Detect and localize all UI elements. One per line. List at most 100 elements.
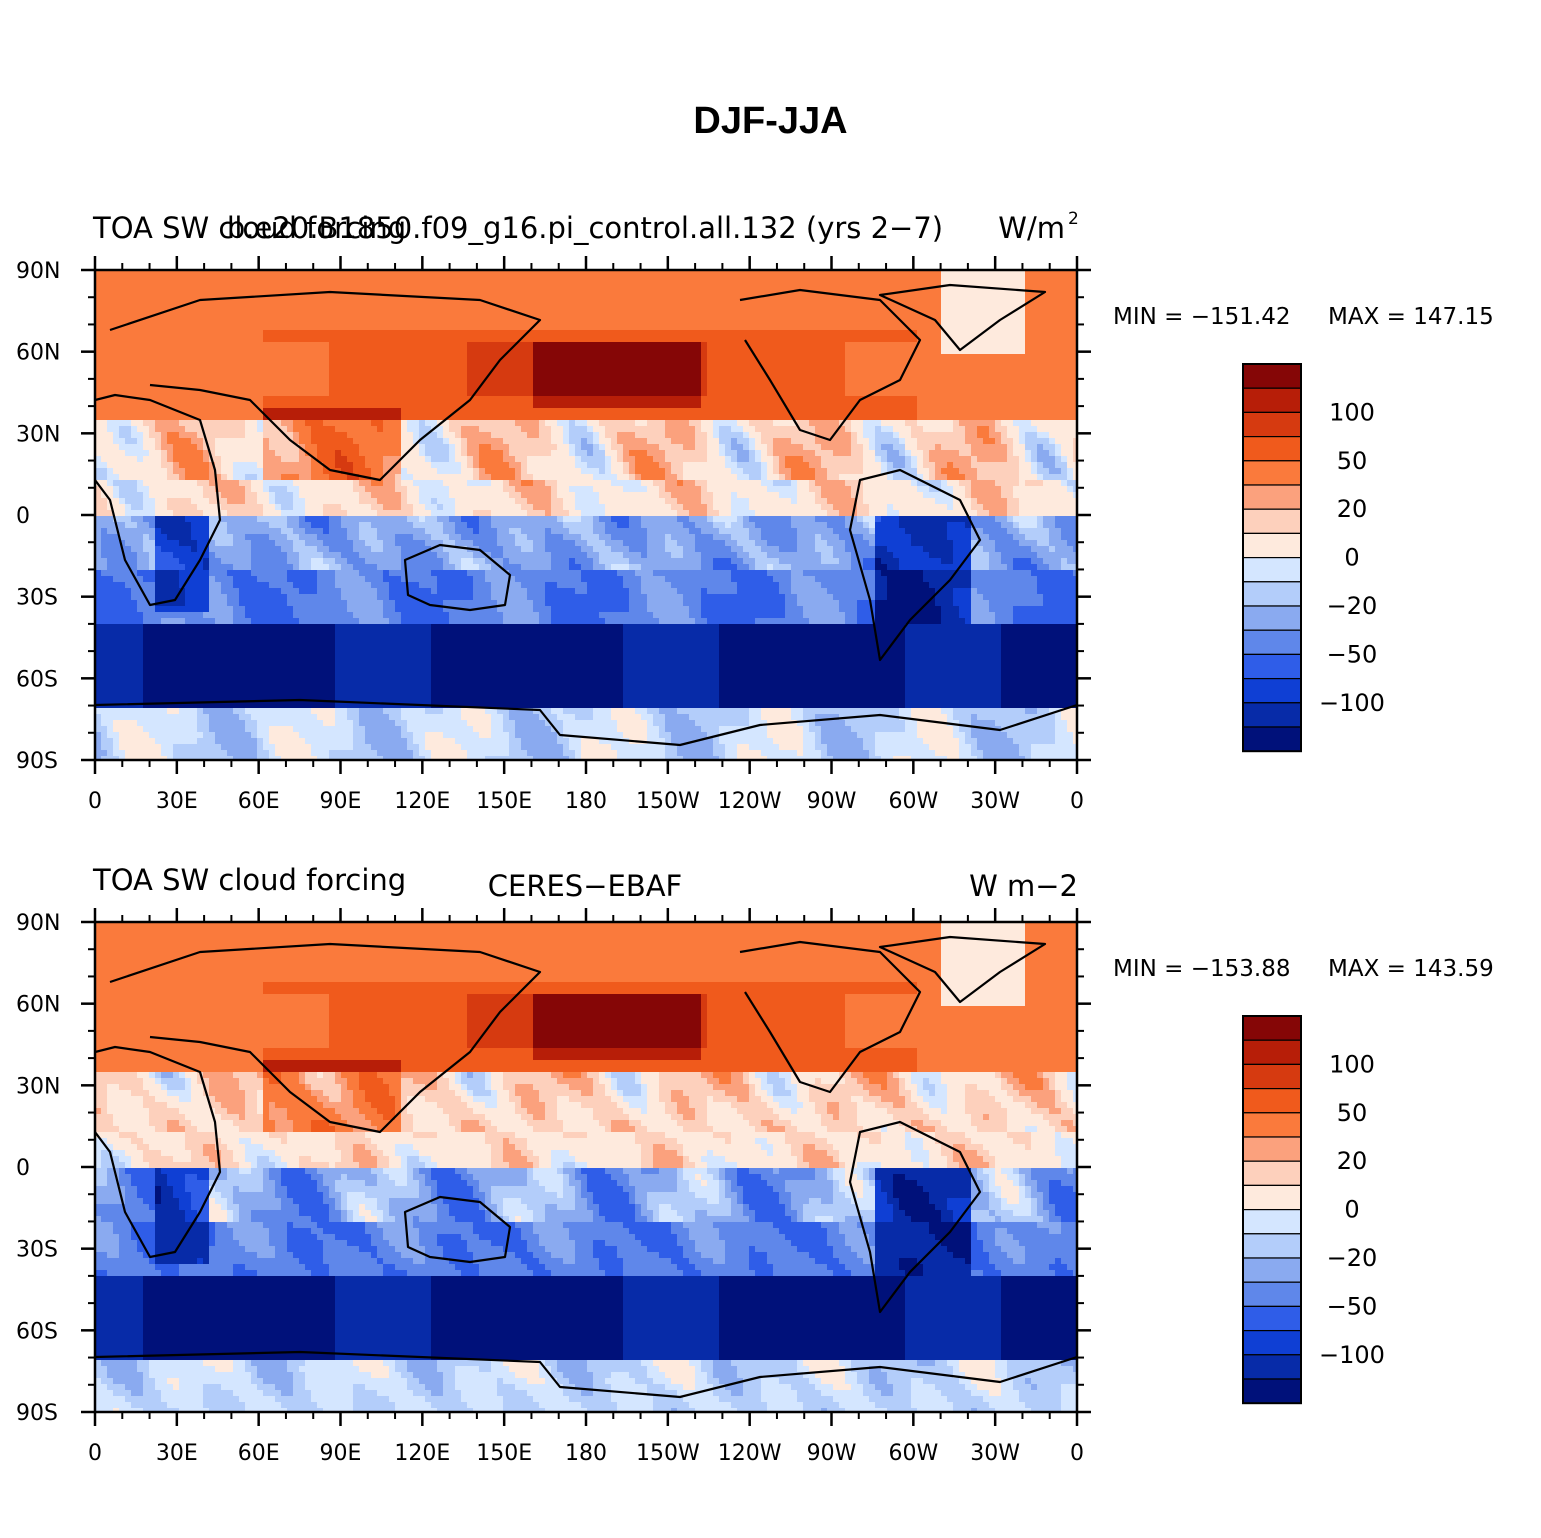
coastline — [95, 1350, 1077, 1399]
lat-tick-label: 30N — [16, 1074, 60, 1099]
lon-tick-label: 30E — [156, 1441, 198, 1466]
lat-tick-label: 90S — [16, 749, 58, 774]
colorbar-label: 50 — [1337, 447, 1368, 475]
colorbar-cell — [1242, 1015, 1302, 1041]
colorbar: 100 50 20 0 −20 −50 −100 — [1242, 1015, 1385, 1405]
colorbar-cell — [1242, 1039, 1302, 1065]
lon-tick-label: 30W — [970, 789, 1020, 814]
lon-tick-label: 180 — [565, 1441, 607, 1466]
lat-tick-label: 60N — [16, 993, 60, 1018]
panel-title-unit: W m−2 — [969, 869, 1078, 903]
colorbar-cell — [1242, 1354, 1302, 1380]
axes: 90N 60N 30N 0 30S 60S 90S 0 30E 60E 90E 120E 150E 180… — [16, 908, 1091, 1466]
coastline — [95, 698, 1077, 747]
colorbar-cell — [1242, 1378, 1302, 1404]
colorbar-label: 0 — [1344, 1196, 1359, 1224]
panel-max-label: MAX = 147.15 — [1328, 304, 1494, 330]
lon-tick-label: 0 — [1070, 1441, 1084, 1466]
lon-tick-label: 90E — [320, 789, 362, 814]
lon-tick-label: 150W — [636, 789, 700, 814]
lat-tick-label: 0 — [16, 1156, 30, 1181]
coastline — [878, 283, 1047, 352]
panel-max-label: MAX = 143.59 — [1328, 956, 1494, 982]
panel-title-left: TOA SW cloud forcing — [92, 863, 406, 897]
lon-tick-label: 90W — [807, 789, 857, 814]
panel-title-unit: W/m — [998, 211, 1065, 245]
lon-tick-label: 60W — [888, 789, 938, 814]
colorbar-cell — [1242, 387, 1302, 414]
coastlines — [95, 283, 1077, 747]
lat-tick-label: 90S — [16, 1401, 58, 1426]
colorbar-cell — [1242, 1184, 1302, 1211]
colorbar-cell — [1242, 1208, 1302, 1235]
colorbar-cell — [1242, 556, 1302, 583]
colorbar-frame — [1242, 363, 1302, 753]
colorbar-label: −20 — [1327, 1244, 1378, 1272]
colorbar-cell — [1242, 1087, 1302, 1114]
colorbar-cell — [1242, 460, 1302, 486]
colorbar-label: 20 — [1337, 495, 1368, 523]
lon-tick-label: 120E — [394, 1441, 450, 1466]
colorbar-cell — [1242, 363, 1302, 389]
colorbar-cell — [1242, 1305, 1302, 1332]
colorbar-label: 100 — [1329, 1050, 1375, 1078]
coastline — [95, 1045, 222, 1259]
coastline — [739, 288, 922, 442]
colorbar-cell — [1242, 411, 1302, 438]
lon-tick-label: 150E — [476, 789, 532, 814]
coastlines — [95, 935, 1077, 1399]
lon-tick-label: 150E — [476, 1441, 532, 1466]
colorbar-cell — [1242, 581, 1302, 607]
colorbar-cell — [1242, 1329, 1302, 1356]
map-frame — [93, 268, 1079, 762]
panel-min-label: MIN = −151.42 — [1113, 304, 1290, 330]
colorbar-cell — [1242, 726, 1302, 752]
lat-tick-label: 30N — [16, 422, 60, 447]
lon-tick-label: 0 — [1070, 789, 1084, 814]
colorbar-cell — [1242, 484, 1302, 510]
coastline — [109, 290, 542, 482]
lon-tick-label: 90W — [807, 1441, 857, 1466]
lon-tick-label: 30E — [156, 789, 198, 814]
colorbar-cell — [1242, 508, 1302, 535]
lat-tick-label: 60S — [16, 667, 58, 692]
lon-tick-label: 60W — [888, 1441, 938, 1466]
colorbar-cell — [1242, 532, 1302, 559]
colorbar-cell — [1242, 1112, 1302, 1138]
colorbar-label: −50 — [1327, 1292, 1378, 1320]
lon-tick-label: 120E — [394, 789, 450, 814]
colorbar-label: 50 — [1337, 1099, 1368, 1127]
colorbar-cell — [1242, 1136, 1302, 1162]
coastline — [848, 1120, 982, 1314]
colorbar-cell — [1242, 1160, 1302, 1186]
colorbar-cell — [1242, 1281, 1302, 1307]
colorbar-cell — [1242, 702, 1302, 728]
axes: 90N 60N 30N 0 30S 60S 90S 0 30E 60E 90E 120E 150E 180… — [16, 256, 1091, 814]
colorbar-cell — [1242, 436, 1302, 462]
colorbar-cell — [1242, 629, 1302, 656]
figure-title: DJF-JJA — [0, 100, 1541, 143]
coastline — [848, 468, 982, 662]
lon-tick-label: 180 — [565, 789, 607, 814]
lon-tick-label: 120W — [718, 789, 782, 814]
contour-field — [95, 270, 1077, 760]
colorbar-cell — [1242, 653, 1302, 680]
coastline — [109, 942, 542, 1134]
lat-tick-label: 60N — [16, 341, 60, 366]
map-frame — [93, 920, 1079, 1414]
lon-tick-label: 150W — [636, 1441, 700, 1466]
colorbar-cell — [1242, 677, 1302, 704]
lon-tick-label: 60E — [238, 1441, 280, 1466]
lon-tick-label: 90E — [320, 1441, 362, 1466]
lat-tick-label: 60S — [16, 1319, 58, 1344]
colorbar-cell — [1242, 605, 1302, 631]
lon-tick-label: 30W — [970, 1441, 1020, 1466]
colorbar-label: 20 — [1337, 1147, 1368, 1175]
coastline — [403, 543, 512, 612]
lon-tick-label: 120W — [718, 1441, 782, 1466]
colorbar-cell — [1242, 1233, 1302, 1259]
lon-tick-label: 0 — [88, 1441, 102, 1466]
contour-field — [95, 922, 1077, 1412]
